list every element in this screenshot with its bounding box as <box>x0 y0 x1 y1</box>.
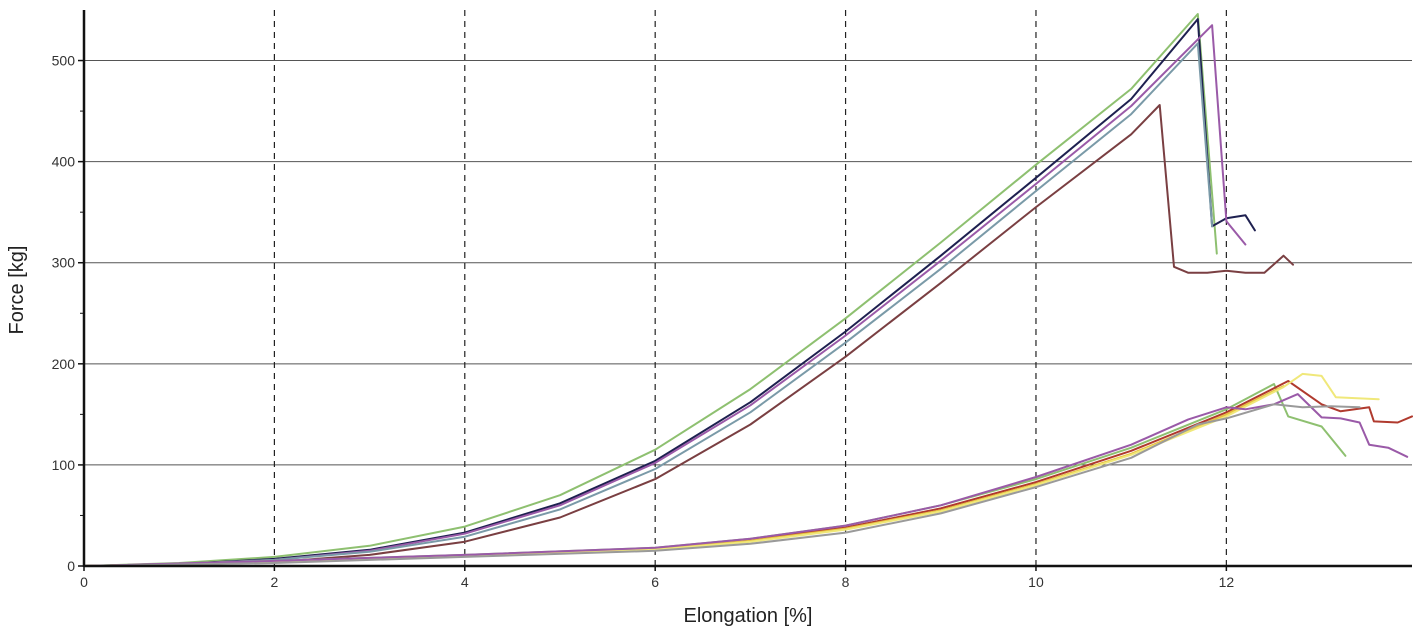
x-tick-label: 8 <box>842 574 850 590</box>
series-line-5 <box>83 104 1294 567</box>
x-tick-label: 12 <box>1219 574 1235 590</box>
y-tick-label: 100 <box>52 457 76 473</box>
series-lines <box>83 13 1413 567</box>
series-line-1 <box>83 13 1218 567</box>
x-axis-title: Elongation [%] <box>684 605 813 627</box>
series-line-9 <box>83 372 1380 567</box>
y-tick-label: 300 <box>52 255 76 271</box>
axes: 0 100 200 300 400 500 0 2 4 6 8 10 12 <box>52 10 1412 590</box>
x-tick-label: 10 <box>1028 574 1044 590</box>
x-tick-label: 0 <box>80 574 88 590</box>
series-line-10 <box>83 393 1409 567</box>
grid <box>84 10 1412 566</box>
x-tick-label: 6 <box>651 574 659 590</box>
series-line-8 <box>83 385 1285 567</box>
series-line-2 <box>83 18 1256 567</box>
x-tick-label: 2 <box>270 574 278 590</box>
x-tick-label: 4 <box>461 574 469 590</box>
series-line-4 <box>83 42 1214 567</box>
series-line-3 <box>83 24 1247 567</box>
y-tick-label: 400 <box>52 154 76 170</box>
y-axis-title: Force [kg] <box>6 246 28 335</box>
y-tick-label: 0 <box>67 558 75 574</box>
y-tick-label: 200 <box>52 356 76 372</box>
series-line-11 <box>83 403 1361 567</box>
y-tick-label: 500 <box>52 53 76 69</box>
